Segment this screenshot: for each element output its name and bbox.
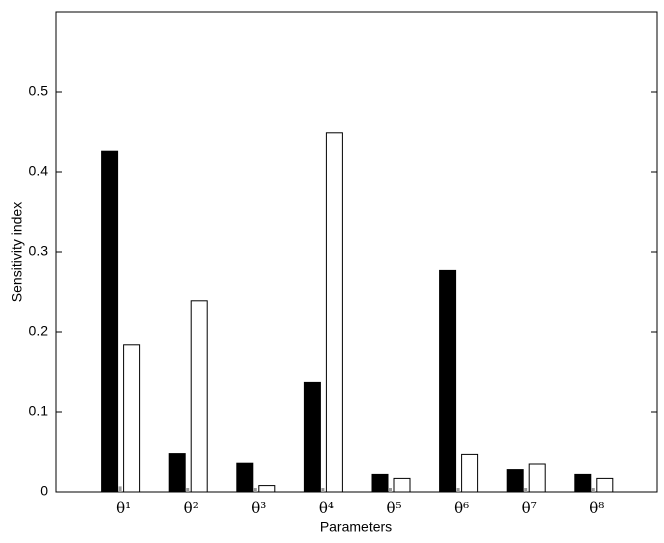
bar	[123, 344, 141, 493]
x-tick-label: θ⁴	[319, 499, 334, 517]
bar	[596, 477, 614, 493]
bar	[190, 300, 208, 493]
x-tick-label: θ⁸	[589, 499, 604, 517]
x-tick-label: θ²	[184, 499, 199, 517]
y-tick-label: 0.5	[29, 83, 49, 99]
bar	[506, 469, 524, 493]
bar	[528, 463, 546, 493]
y-tick-label: 0.2	[29, 323, 49, 339]
bar	[118, 486, 122, 492]
bar	[439, 269, 457, 493]
bar	[303, 381, 321, 493]
bar	[389, 488, 392, 492]
bar	[321, 488, 325, 492]
bar	[574, 473, 592, 493]
bar	[258, 485, 276, 493]
axes-box	[55, 11, 658, 493]
bar	[186, 488, 190, 492]
bar	[371, 473, 389, 493]
x-tick-label: θ¹	[116, 499, 131, 517]
y-tick-label: 0.3	[29, 243, 49, 259]
x-tick-label: θ⁷	[522, 499, 537, 517]
bar	[101, 150, 119, 493]
bar	[591, 488, 595, 492]
bar	[236, 462, 254, 493]
x-axis-label: Parameters	[320, 519, 392, 535]
bar	[456, 488, 460, 492]
bar	[253, 488, 257, 492]
bar	[393, 477, 411, 493]
bar	[524, 488, 528, 492]
y-axis-label: Sensitivity index	[9, 202, 25, 302]
x-tick-label: θ⁵	[386, 499, 401, 517]
x-tick-label: θ³	[251, 499, 266, 517]
y-tick-label: 0	[40, 483, 48, 499]
x-tick-label: θ⁶	[454, 499, 469, 517]
bar	[168, 453, 186, 493]
bar	[325, 132, 343, 493]
bar	[461, 453, 479, 493]
y-tick-label: 0.1	[29, 403, 49, 419]
y-tick-label: 0.4	[29, 163, 49, 179]
